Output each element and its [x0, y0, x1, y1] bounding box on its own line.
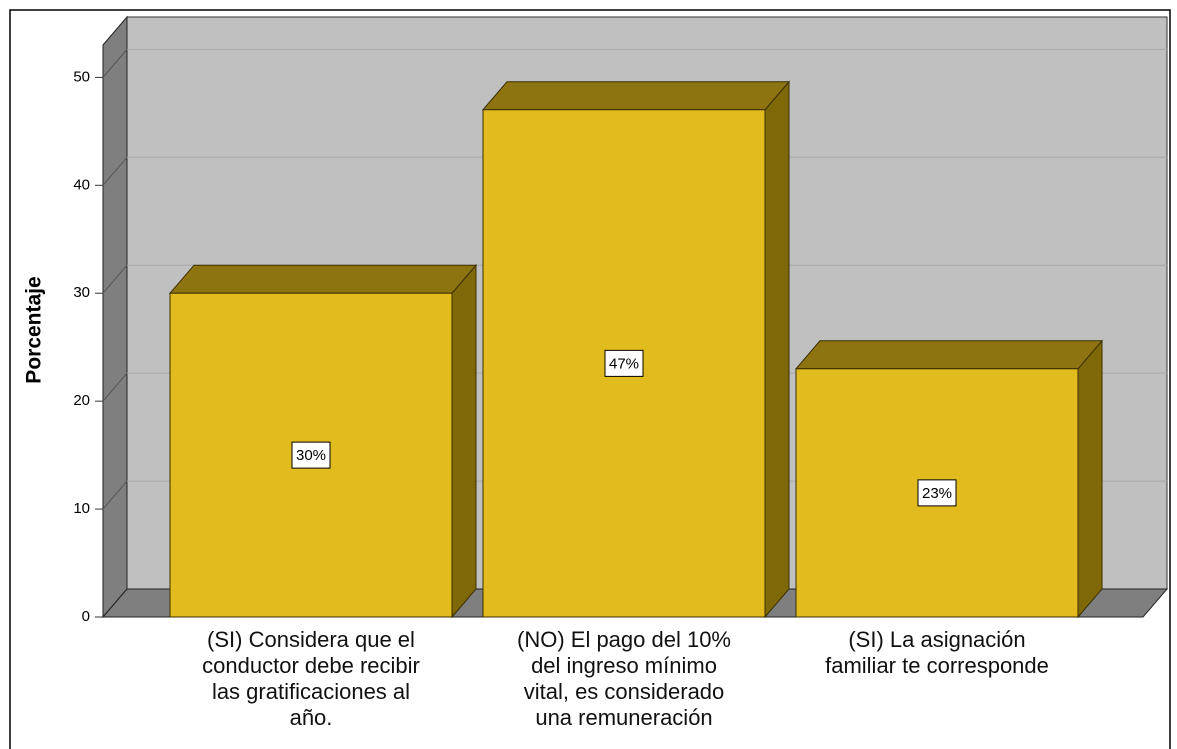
- frame: [9, 9, 1171, 749]
- y-tick-label: 30: [73, 284, 90, 301]
- value-label: 23%: [922, 485, 952, 502]
- y-tick-label: 10: [73, 500, 90, 517]
- x-tick-label: (SI) Considera que el conductor debe rec…: [202, 627, 420, 730]
- bar-side: [451, 263, 477, 619]
- x-tick-label: (SI) La asignación familiar te correspon…: [825, 627, 1049, 678]
- bar-top: [794, 340, 1104, 370]
- bar-side: [764, 80, 790, 619]
- bar-top: [168, 264, 478, 294]
- value-label-box: [917, 479, 957, 507]
- x-tick-label: (NO) El pago del 10% del ingreso mínimo …: [517, 627, 731, 730]
- y-tick-label: 20: [73, 392, 90, 409]
- value-label: 30%: [296, 447, 326, 464]
- grid-line: [102, 156, 128, 186]
- y-tick-label: 50: [73, 68, 90, 85]
- y-axis-label: Porcentaje: [23, 276, 46, 383]
- left-wall: [102, 15, 128, 619]
- bar-front: [482, 109, 766, 618]
- grid-line: [102, 372, 128, 402]
- bar-side: [1077, 339, 1103, 619]
- bar-top: [481, 81, 791, 111]
- value-label-box: [604, 349, 644, 377]
- grid-line: [102, 49, 128, 78]
- bar: [794, 339, 1104, 619]
- grid-line: [102, 264, 128, 294]
- bar: [481, 80, 791, 619]
- value-label-box: [291, 441, 331, 469]
- value-label: 47%: [609, 355, 639, 372]
- y-tick-label: 40: [73, 176, 90, 193]
- bar: [168, 263, 478, 619]
- y-tick-label: 0: [82, 608, 90, 625]
- grid-line: [102, 480, 128, 510]
